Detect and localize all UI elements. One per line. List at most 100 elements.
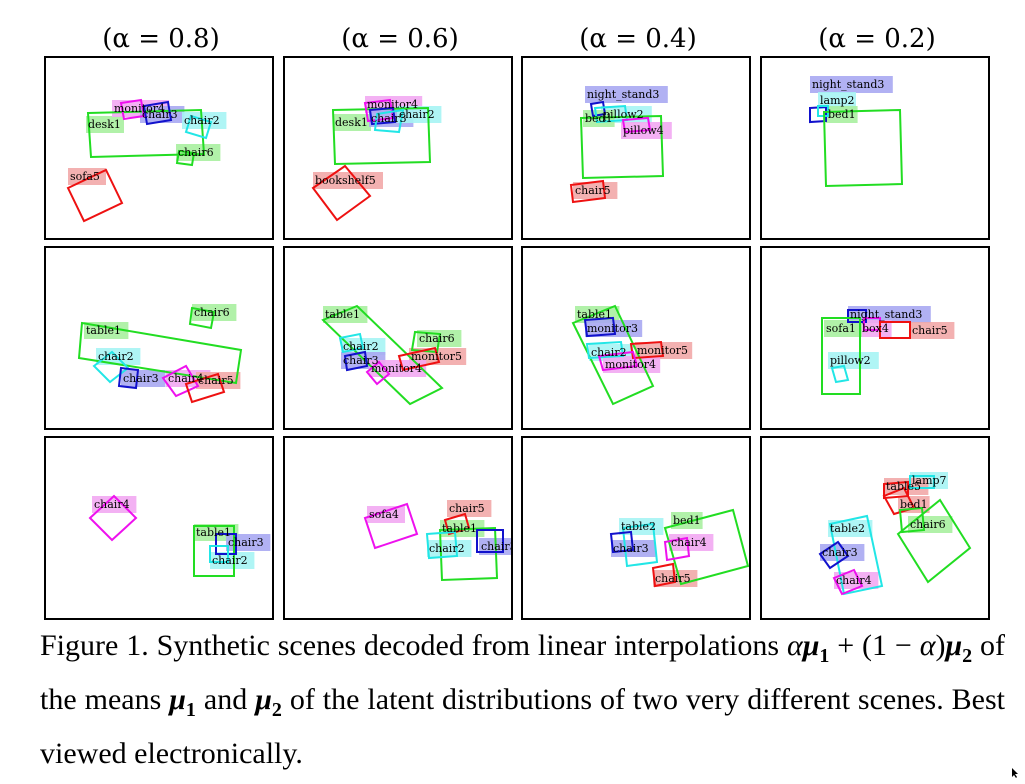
bbox-monitor4 [597,350,639,372]
caption-rest: of the latent distributions of two very … [40,683,1005,770]
scene-panel-r3-c2: sofa4 chair5 table1 chair2 chair3 [283,436,513,620]
label-bg-chair5 [573,182,618,199]
object-label-chair3: chair3 [343,354,379,367]
object-label-table1: table1 [577,308,612,321]
object-label-chair2: chair2 [212,554,248,567]
object-label-night_stand3: night_stand3 [812,78,884,91]
object-label-sofa4: sofa4 [369,508,399,521]
bbox-chair3 [343,350,369,372]
scene-panel-r3-c1: chair4 table1 chair3 chair2 [44,436,274,620]
caption-prefix: Figure 1. Synthetic scenes decoded from … [40,629,780,662]
bbox-chair3 [368,106,397,126]
bbox-monitor4 [365,360,391,386]
bbox-bookshelf5 [311,164,372,222]
object-label-lamp2: lamp2 [820,94,855,107]
object-label-desk1: desk1 [88,118,121,131]
object-label-chair3: chair3 [481,540,513,553]
column-title-1: (α = 0.8) [102,24,220,54]
label-bg-table1 [84,322,129,339]
label-bg-desk1 [86,116,124,133]
cursor-icon [1012,768,1018,778]
label-bg-sofa1 [824,320,862,337]
bbox-sofa4 [363,502,419,550]
bbox-night_stand3 [809,105,827,124]
column-title-4: (α = 0.2) [818,24,936,54]
bbox-chair2 [209,545,229,563]
caption-means: of the means [40,629,1006,716]
bbox-bed1 [822,108,904,188]
column-title-2: (α = 0.6) [341,24,459,54]
bbox-chair5 [569,179,607,204]
bbox-box7 [896,498,972,584]
bbox-desk1 [86,108,206,159]
bbox-table1 [193,525,235,577]
object-label-chair4: chair4 [94,498,130,511]
object-label-monitor4: monitor4 [371,362,422,375]
label-bg-night_stand3 [810,76,893,93]
object-label-table2: table2 [830,522,865,535]
scene-panel-r3-c4: lamp7 table5 bed1 chair6 table2 chair3 chair4 [760,436,990,620]
bbox-chair5 [651,562,677,588]
bbox-chair5 [879,321,911,339]
label-bg-night_stand3 [585,86,668,103]
bbox-chair2 [338,332,365,354]
caption-mu-2b: μ2 [255,683,282,721]
scene-panel-r1-c1: desk1 monitor4 chair3 chair2 chair6 sofa5 [44,56,274,240]
bbox-chair3 [609,530,635,554]
bbox-table2 [828,514,884,596]
object-label-chair3: chair3 [123,372,159,385]
label-bg-chair2 [210,552,255,569]
object-label-monitor4: monitor4 [114,102,165,115]
object-label-chair5: chair5 [449,502,485,515]
label-bg-chair2 [427,540,472,557]
bbox-chair4 [88,494,138,542]
object-label-chair2: chair2 [184,114,220,127]
bbox-sofa1 [821,317,861,395]
object-label-table1: table1 [442,522,477,535]
object-label-chair5: chair5 [655,572,691,585]
label-bg-table2 [828,520,873,537]
caption-alpha-2: α [919,629,936,662]
object-label-chair5: chair5 [912,324,948,337]
bbox-chair2 [373,108,405,134]
scene-canvas: bed1 table2 chair3 chair4 chair5 [609,508,749,588]
bbox-chair3 [215,533,237,555]
label-bg-monitor4 [369,360,427,377]
object-label-box4: box4 [862,322,889,335]
bbox-table1 [438,526,499,582]
bbox-pillow2 [830,364,850,384]
object-label-sofa1: sofa1 [826,322,856,335]
object-label-chair6: chair6 [419,332,455,345]
object-label-table1: table1 [196,526,231,539]
bbox-monitor3 [583,316,617,338]
bbox-table2 [621,522,659,568]
bbox-chair2 [425,530,459,560]
object-label-table1: table1 [325,308,360,321]
object-label-bed1: bed1 [900,498,928,511]
bbox-monitor4 [363,98,395,123]
bbox-chair3 [476,529,504,553]
caption-formula-plus: + (1 − [829,629,920,662]
label-bg-chair2 [96,348,141,365]
caption-alpha: α [786,629,803,662]
bbox-lamp2 [817,105,829,117]
scene-panel-r1-c4: night_stand3 lamp2 bed1 [760,56,990,240]
object-label-chair6: chair6 [178,146,214,159]
scene-panel-r2-c4: night_stand3 box4 chair5 sofa1 pillow2 [760,246,990,430]
object-label-table5: table5 [886,480,921,493]
caption-mu-1b: μ1 [169,683,196,721]
bbox-sofa5 [66,168,124,223]
object-label-chair6: chair6 [194,306,230,319]
bbox-chair3 [818,540,850,570]
scene-panel-r2-c1: table1 chair6 chair2 chair3 chair4 chair5 [44,246,274,430]
object-label-night_stand3: night_stand3 [850,308,922,321]
bbox-bed1 [663,508,749,586]
object-label-pillow2: pillow2 [603,108,644,121]
label-bg-desk1 [333,114,371,131]
object-label-chair5: chair5 [198,374,234,387]
